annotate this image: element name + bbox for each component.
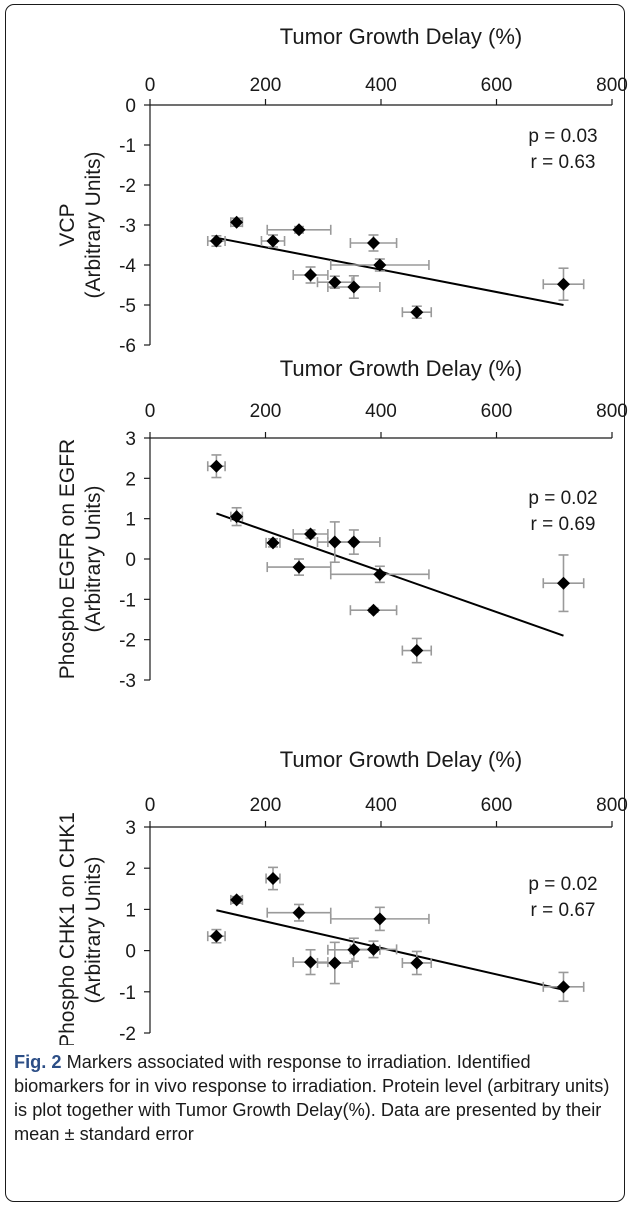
- data-point: [556, 980, 570, 994]
- data-point: [373, 258, 387, 272]
- y-tick-label: 1: [125, 510, 136, 531]
- caption-label: Fig. 2: [14, 1052, 62, 1072]
- y-tick-label: -2: [119, 1024, 136, 1045]
- x-tick-label: 200: [250, 75, 282, 96]
- data-point: [328, 275, 342, 289]
- data-point: [304, 268, 318, 282]
- y-tick-label: 2: [125, 469, 136, 490]
- data-point: [410, 305, 424, 319]
- y-tick-label: -5: [119, 296, 136, 317]
- stat-annotation: r = 0.63: [531, 152, 596, 173]
- data-point: [410, 644, 424, 658]
- figure-frame: [5, 4, 625, 1202]
- data-point: [556, 576, 570, 590]
- data-point: [266, 872, 280, 885]
- x-tick-label: 200: [250, 401, 282, 422]
- y-tick-label: 0: [125, 96, 136, 117]
- data-point: [292, 223, 306, 237]
- x-tick-label: 800: [596, 795, 628, 816]
- data-point: [266, 234, 280, 248]
- x-tick-label: 0: [145, 795, 156, 816]
- x-tick-label: 800: [596, 401, 628, 422]
- x-tick-label: 600: [481, 75, 513, 96]
- x-tick-label: 0: [145, 75, 156, 96]
- y-tick-label: 2: [125, 859, 136, 880]
- x-tick-label: 400: [365, 401, 397, 422]
- y-tick-label: 0: [125, 550, 136, 571]
- data-point: [366, 236, 380, 250]
- x-axis-title: Tumor Growth Delay (%): [280, 747, 522, 772]
- data-point: [347, 943, 361, 957]
- y-axis-title: VCP (Arbitrary Units): [56, 151, 105, 298]
- data-point: [347, 535, 361, 549]
- y-tick-label: -1: [119, 136, 136, 157]
- y-axis-title-line: VCP: [56, 203, 79, 246]
- data-point: [230, 215, 244, 229]
- y-tick-label: -6: [119, 336, 136, 357]
- data-point: [328, 956, 342, 970]
- data-point: [209, 929, 223, 943]
- x-tick-label: 400: [365, 795, 397, 816]
- chart-panel-3: Tumor Growth Delay (%) 0 200 400 600 800 3 2 1 0 -…: [56, 747, 628, 1045]
- y-tick-label: -1: [119, 983, 136, 1004]
- x-axis-title: Tumor Growth Delay (%): [280, 356, 522, 381]
- data-point: [328, 535, 342, 549]
- y-axis-title: Phospho CHK1 on CHK1 (Arbitrary Units): [56, 812, 105, 1045]
- y-tick-label: -3: [119, 216, 136, 237]
- data-point: [347, 280, 361, 294]
- x-tick-label: 0: [145, 401, 156, 422]
- y-tick-label: -4: [119, 256, 136, 277]
- x-tick-label: 200: [250, 795, 282, 816]
- y-tick-label: -1: [119, 590, 136, 611]
- x-axis-title: Tumor Growth Delay (%): [280, 24, 522, 49]
- y-axis-title-line: Phospho CHK1 on CHK1: [56, 812, 79, 1045]
- y-axis-title-line: (Arbitrary Units): [82, 151, 105, 298]
- stat-annotation: p = 0.02: [528, 874, 597, 895]
- data-point: [209, 234, 223, 248]
- y-axis-title-line: (Arbitrary Units): [82, 856, 105, 1003]
- figure-svg: Tumor Growth Delay (%)0 200 400 600 8000-1-2…: [56, 24, 628, 1045]
- data-point: [373, 912, 387, 926]
- data-point: [556, 277, 570, 291]
- stat-annotation: r = 0.67: [531, 900, 596, 921]
- data-point: [366, 603, 380, 617]
- x-tick-label: 600: [481, 795, 513, 816]
- stat-annotation: p = 0.03: [528, 126, 597, 147]
- y-axis-title-line: Phospho EGFR on EGFR: [56, 439, 79, 679]
- y-tick-label: 1: [125, 900, 136, 921]
- figure-caption: Fig. 2 Markers associated with response …: [14, 1050, 614, 1146]
- regression-line: [216, 236, 564, 306]
- data-point: [304, 527, 318, 541]
- y-axis-title-line: (Arbitrary Units): [82, 485, 105, 632]
- chart-panel-1: Tumor Growth Delay (%) 0 200 400 600 800 0 -1 -2…: [56, 24, 628, 357]
- y-tick-label: -3: [119, 671, 136, 692]
- data-point: [209, 459, 223, 473]
- x-tick-label: 600: [481, 401, 513, 422]
- data-point: [230, 893, 244, 907]
- data-point: [230, 510, 244, 524]
- y-tick-label: 3: [125, 429, 136, 450]
- y-tick-label: 0: [125, 942, 136, 963]
- data-point: [292, 906, 306, 920]
- data-point: [373, 567, 387, 581]
- stat-annotation: p = 0.02: [528, 488, 597, 509]
- stat-annotation: r = 0.69: [531, 514, 596, 535]
- data-point: [292, 560, 306, 574]
- chart-panel-2: Tumor Growth Delay (%) 0 200 400 600 800 3 2 1 0 -…: [56, 356, 628, 692]
- y-tick-label: -2: [119, 631, 136, 652]
- data-point: [304, 955, 318, 969]
- x-tick-label: 800: [596, 75, 628, 96]
- data-point: [410, 956, 424, 970]
- y-tick-label: 3: [125, 818, 136, 839]
- caption-text: Markers associated with response to irra…: [14, 1052, 610, 1144]
- x-tick-label: 400: [365, 75, 397, 96]
- y-axis-title: Phospho EGFR on EGFR (Arbitrary Units): [56, 439, 105, 679]
- y-tick-label: -2: [119, 176, 136, 197]
- data-point: [366, 942, 380, 956]
- data-point: [266, 536, 280, 550]
